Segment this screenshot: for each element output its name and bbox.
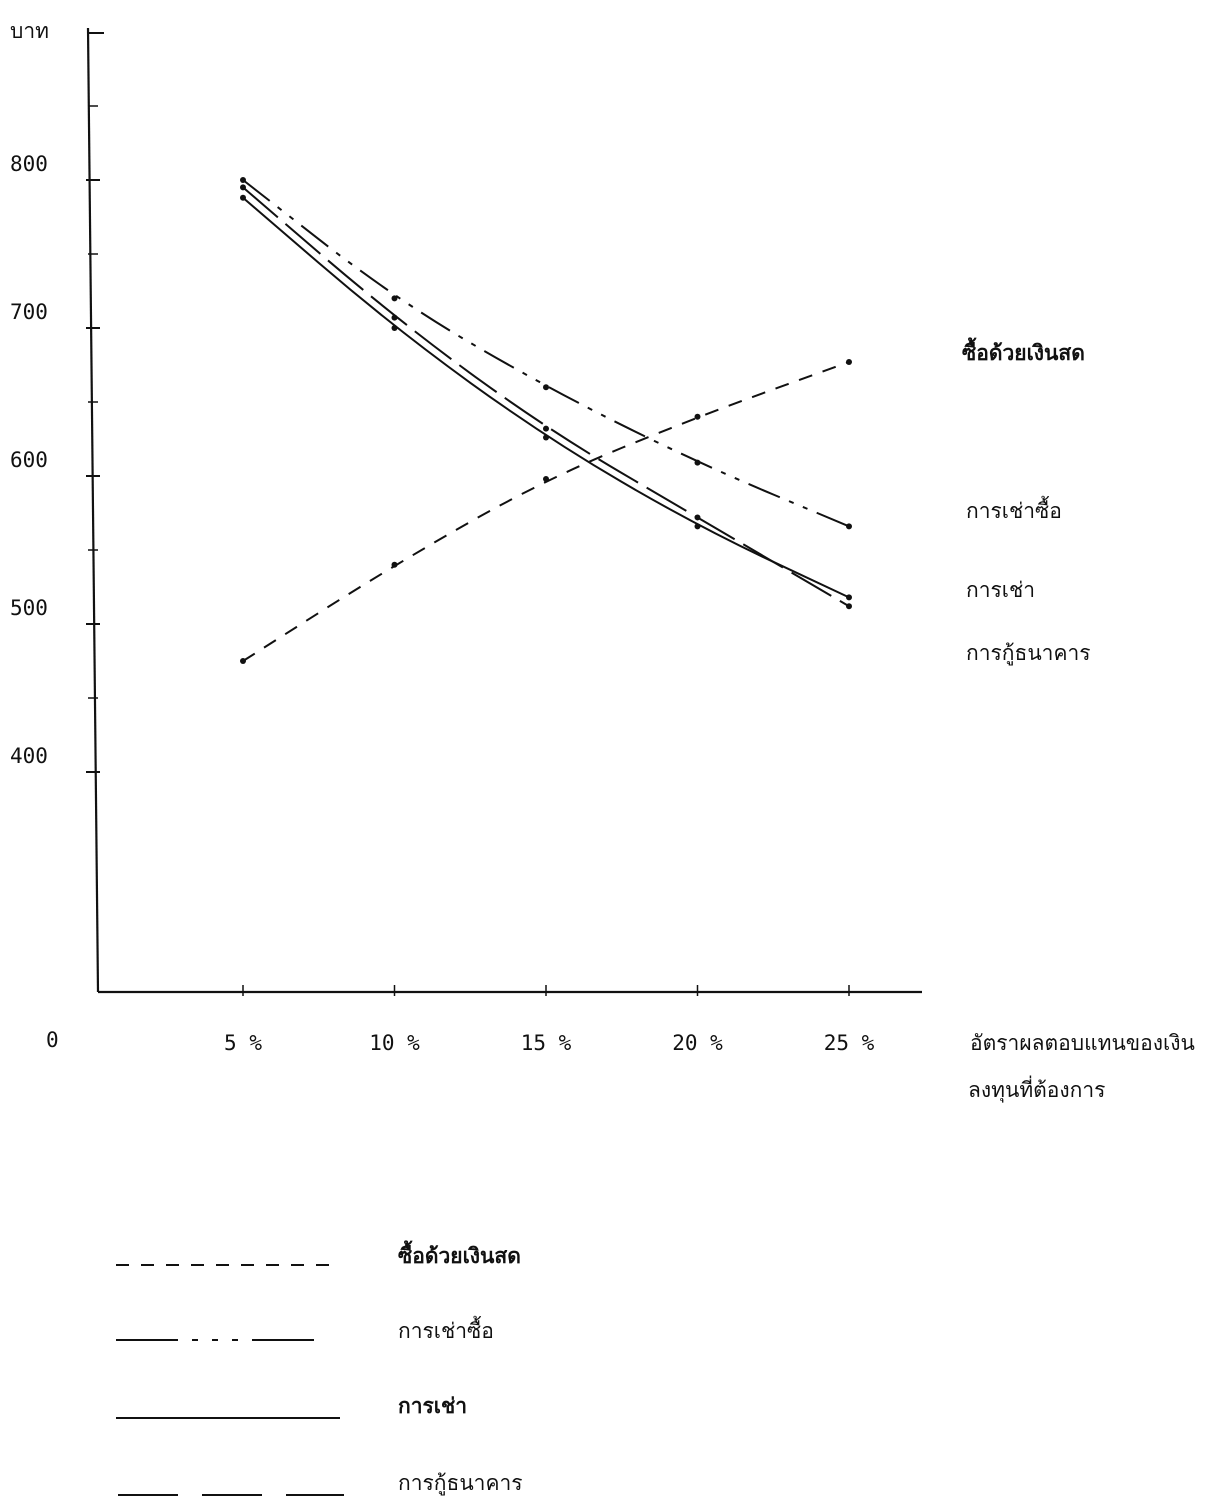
y-ticks: 400 500 600 700 800 xyxy=(10,105,100,773)
series-point xyxy=(240,658,246,664)
series-point xyxy=(846,603,852,610)
series-point xyxy=(391,325,398,331)
right-label-bank-loan: การกู้ธนาคาร xyxy=(966,641,1091,666)
legend-label-bank-loan: การกู้ธนาคาร xyxy=(398,1471,523,1496)
series-point xyxy=(694,514,701,521)
x-axis-label-line2: ลงทุนที่ต้องการ xyxy=(968,1075,1105,1103)
series-point xyxy=(846,523,852,530)
x-tick-label: 10 % xyxy=(369,1031,420,1055)
x-tick-label: 5 % xyxy=(224,1031,262,1055)
legend-label-hire-purchase: การเช่าซื้อ xyxy=(398,1316,494,1343)
x-tick-label: 25 % xyxy=(824,1031,875,1055)
series-point xyxy=(694,413,701,420)
series-point xyxy=(846,359,852,366)
series-line-0 xyxy=(242,361,850,662)
x-tick-label: 15 % xyxy=(521,1031,572,1055)
x-ticks: 5 % 10 % 15 % 20 % 25 % xyxy=(224,985,875,1055)
x-tick-label: 20 % xyxy=(672,1031,723,1055)
y-tick-label: 400 xyxy=(10,744,48,768)
y-tick-label: 800 xyxy=(10,152,48,176)
series-point xyxy=(543,384,549,391)
series-line-1 xyxy=(242,179,850,528)
series-point xyxy=(694,523,701,530)
legend-label-lease: การเช่า xyxy=(398,1394,467,1418)
origin-label: 0 xyxy=(46,1028,59,1052)
y-tick-label: 700 xyxy=(10,300,48,324)
series-point xyxy=(543,425,549,432)
right-label-cash: ซื้อด้วยเงินสด xyxy=(962,337,1085,365)
y-axis-label: บาท xyxy=(10,19,49,43)
series-point xyxy=(543,475,549,482)
series-point xyxy=(240,194,246,201)
series-point xyxy=(694,459,701,466)
right-label-lease: การเช่า xyxy=(966,578,1035,602)
series-point xyxy=(240,184,246,191)
series-line-2 xyxy=(242,197,850,599)
series-line-3 xyxy=(242,186,850,608)
series-point xyxy=(391,314,398,321)
series-point xyxy=(240,177,246,183)
right-label-hire-purchase: การเช่าซื้อ xyxy=(966,496,1062,523)
x-axis-label-line1: อัตราผลตอบแทนของเงิน xyxy=(970,1031,1195,1055)
series-point xyxy=(391,295,398,302)
series-point xyxy=(846,594,852,601)
y-axis xyxy=(86,27,100,993)
legend-label-cash: ซื้อด้วยเงินสด xyxy=(398,1240,521,1268)
y-tick-label: 500 xyxy=(10,596,48,620)
y-tick-label: 600 xyxy=(10,448,48,472)
series-point xyxy=(543,434,549,441)
legend: ซื้อด้วยเงินสด การเช่าซื้อ การเช่า การกู… xyxy=(116,1240,523,1496)
series-point xyxy=(391,561,398,568)
series-layer xyxy=(240,177,852,664)
